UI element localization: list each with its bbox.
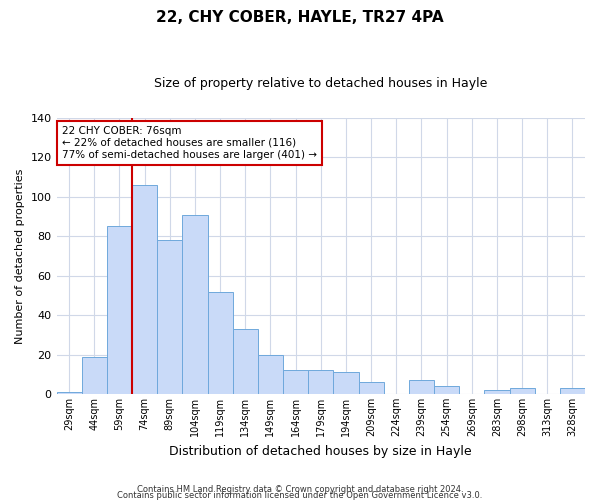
Bar [509,388,535,394]
Bar [308,370,334,394]
Bar [434,386,459,394]
Text: Contains public sector information licensed under the Open Government Licence v3: Contains public sector information licen… [118,490,482,500]
Bar [560,388,585,394]
Bar [208,292,233,394]
Y-axis label: Number of detached properties: Number of detached properties [15,168,25,344]
Text: 22, CHY COBER, HAYLE, TR27 4PA: 22, CHY COBER, HAYLE, TR27 4PA [156,10,444,25]
Bar [56,392,82,394]
Bar [233,329,258,394]
Bar [132,185,157,394]
Text: 22 CHY COBER: 76sqm
← 22% of detached houses are smaller (116)
77% of semi-detac: 22 CHY COBER: 76sqm ← 22% of detached ho… [62,126,317,160]
Bar [157,240,182,394]
Text: Contains HM Land Registry data © Crown copyright and database right 2024.: Contains HM Land Registry data © Crown c… [137,484,463,494]
Bar [334,372,359,394]
Bar [283,370,308,394]
Bar [409,380,434,394]
Bar [484,390,509,394]
Bar [82,356,107,394]
Bar [258,354,283,394]
Bar [359,382,383,394]
X-axis label: Distribution of detached houses by size in Hayle: Distribution of detached houses by size … [169,444,472,458]
Bar [182,214,208,394]
Bar [107,226,132,394]
Title: Size of property relative to detached houses in Hayle: Size of property relative to detached ho… [154,78,487,90]
